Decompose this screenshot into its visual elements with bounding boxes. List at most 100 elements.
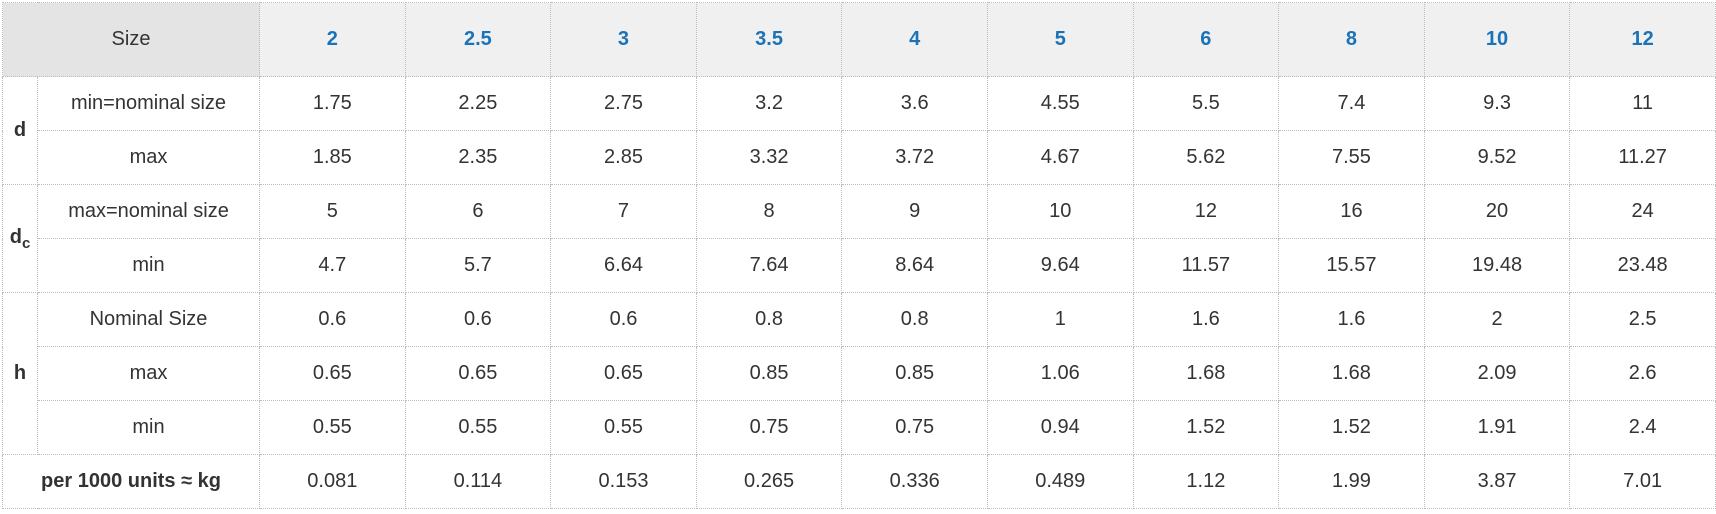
table-cell: 15.57: [1278, 238, 1425, 293]
table-cell: 11.27: [1569, 130, 1716, 185]
table-cell: 9.64: [986, 238, 1134, 293]
size-header: 8: [1278, 2, 1425, 77]
row-label: max=nominal size: [37, 184, 260, 239]
table-cell: 0.55: [259, 400, 406, 455]
table-cell: 0.75: [695, 400, 843, 455]
table-cell: 0.081: [259, 454, 406, 509]
table-cell: 7.4: [1278, 76, 1425, 131]
table-cell: 1.68: [1132, 346, 1280, 401]
table-cell: 2.35: [404, 130, 552, 185]
table-cell: 24: [1569, 184, 1716, 239]
table-cell: 1.6: [1278, 292, 1425, 347]
table-cell: 11: [1569, 76, 1716, 131]
table-cell: 3.32: [695, 130, 843, 185]
table-cell: 0.114: [404, 454, 552, 509]
size-header: 10: [1423, 2, 1571, 77]
table-row: min 4.7 5.7 6.64 7.64 8.64 9.64 11.57 15…: [3, 238, 1716, 293]
table-cell: 2.4: [1569, 400, 1716, 455]
table-cell: 16: [1278, 184, 1425, 239]
table-cell: 3.87: [1423, 454, 1571, 509]
table-cell: 9.52: [1423, 130, 1571, 185]
table-cell: 10: [986, 184, 1134, 239]
size-header: 4: [841, 2, 988, 77]
table-cell: 0.6: [259, 292, 406, 347]
table-row: d min=nominal size 1.75 2.25 2.75 3.2 3.…: [2, 76, 1716, 185]
table-cell: 2.75: [550, 76, 697, 131]
weight-row: per 1000 units ≈ kg 0.081 0.114 0.153 0.…: [2, 454, 1716, 509]
row-label: max: [37, 130, 260, 185]
size-header: 3.5: [695, 2, 843, 77]
table-cell: 1.85: [259, 130, 406, 185]
size-header: 6: [1132, 2, 1280, 77]
table-cell: 0.85: [841, 346, 988, 401]
table-cell: 2.6: [1569, 346, 1716, 401]
table-cell: 2: [1423, 292, 1571, 347]
table-row: max 0.65 0.65 0.65 0.85 0.85 1.06 1.68 1…: [3, 346, 1716, 401]
table-cell: 1.52: [1132, 400, 1280, 455]
size-header: 2: [259, 2, 406, 77]
size-header: 5: [986, 2, 1134, 77]
table-cell: 0.153: [550, 454, 697, 509]
table-cell: 6.64: [550, 238, 697, 293]
table-cell: 0.65: [550, 346, 697, 401]
table-cell: 23.48: [1569, 238, 1716, 293]
table-cell: 3.2: [695, 76, 843, 131]
table-cell: 1.12: [1132, 454, 1280, 509]
table-cell: 7.01: [1569, 454, 1716, 509]
size-label: Size: [2, 2, 260, 77]
table-cell: 8: [695, 184, 843, 239]
table-cell: 1.06: [986, 346, 1134, 401]
group-label-dc-base: d: [9, 225, 22, 248]
table-cell: 4.67: [986, 130, 1134, 185]
table-cell: 7.64: [695, 238, 843, 293]
table-cell: 4.55: [986, 76, 1134, 131]
table-cell: 0.94: [986, 400, 1134, 455]
table-cell: 5.5: [1132, 76, 1280, 131]
table-cell: 0.265: [695, 454, 843, 509]
table-cell: 0.65: [259, 346, 406, 401]
table-cell: 5.7: [404, 238, 552, 293]
table-cell: 12: [1132, 184, 1280, 239]
table-cell: 2.09: [1423, 346, 1571, 401]
table-cell: 1.52: [1278, 400, 1425, 455]
table-cell: 1.68: [1278, 346, 1425, 401]
table-cell: 4.7: [259, 238, 406, 293]
table-cell: 0.8: [695, 292, 843, 347]
size-header: 2.5: [404, 2, 552, 77]
table-cell: 9: [841, 184, 988, 239]
header-row: Size 2 2.5 3 3.5 4 5 6 8 10 12: [2, 2, 1716, 77]
size-header: 12: [1569, 2, 1716, 77]
table-cell: 11.57: [1132, 238, 1280, 293]
table-cell: 0.6: [550, 292, 697, 347]
table-cell: 0.336: [841, 454, 988, 509]
table-cell: 2.25: [404, 76, 552, 131]
table-cell: 0.489: [986, 454, 1134, 509]
group-label-dc-subscript: c: [21, 234, 31, 252]
table-cell: 5: [259, 184, 406, 239]
table-cell: 1.91: [1423, 400, 1571, 455]
row-label: min: [37, 400, 260, 455]
table-cell: 1: [986, 292, 1134, 347]
table-cell: 6: [404, 184, 552, 239]
table-cell: 0.55: [550, 400, 697, 455]
size-header: 3: [550, 2, 697, 77]
table-cell: 1.75: [259, 76, 406, 131]
weight-label: per 1000 units ≈ kg: [2, 454, 260, 509]
table-cell: 2.85: [550, 130, 697, 185]
table-row: dc max=nominal size 5 6 7 8 9 10 12 16 2…: [2, 184, 1716, 293]
table-row: min 0.55 0.55 0.55 0.75 0.75 0.94 1.52 1…: [3, 400, 1716, 455]
table-cell: 1.6: [1132, 292, 1280, 347]
table-cell: 19.48: [1423, 238, 1571, 293]
table-cell: 3.72: [841, 130, 988, 185]
table-cell: 7: [550, 184, 697, 239]
table-row: h Nominal Size 0.6 0.6 0.6 0.8 0.8 1 1.6…: [2, 292, 1716, 455]
group-label-h: h: [2, 292, 38, 455]
table-cell: 9.3: [1423, 76, 1571, 131]
table-cell: 7.55: [1278, 130, 1425, 185]
group-label-dc: dc: [2, 184, 38, 293]
table-cell: 0.75: [841, 400, 988, 455]
table-cell: 2.5: [1569, 292, 1716, 347]
table-cell: 1.99: [1278, 454, 1425, 509]
